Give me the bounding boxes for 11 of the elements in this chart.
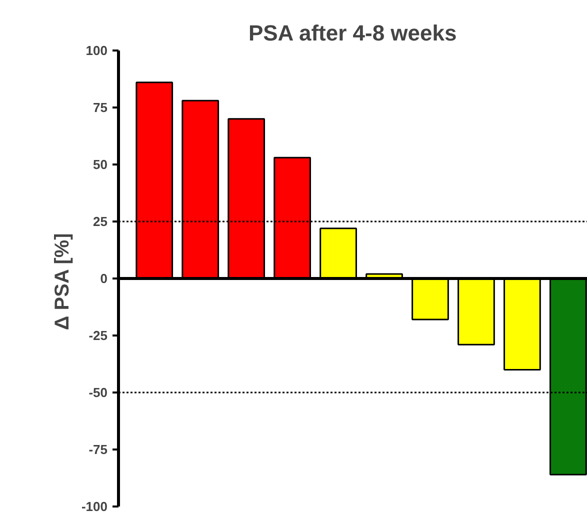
y-tick-label: -50 xyxy=(88,385,108,400)
y-tick-label: -25 xyxy=(88,328,108,343)
y-tick-label: 25 xyxy=(93,214,108,229)
y-tick-label: 75 xyxy=(93,100,108,115)
y-tick-label: 100 xyxy=(86,43,108,58)
y-axis-title: Δ PSA [%] xyxy=(51,233,74,330)
y-tick-label: 0 xyxy=(100,271,108,286)
chart-title: PSA after 4-8 weeks xyxy=(248,20,457,46)
y-tick-label: -100 xyxy=(81,499,108,514)
y-tick-label: -75 xyxy=(88,442,108,457)
y-tick-label: 50 xyxy=(93,157,108,172)
